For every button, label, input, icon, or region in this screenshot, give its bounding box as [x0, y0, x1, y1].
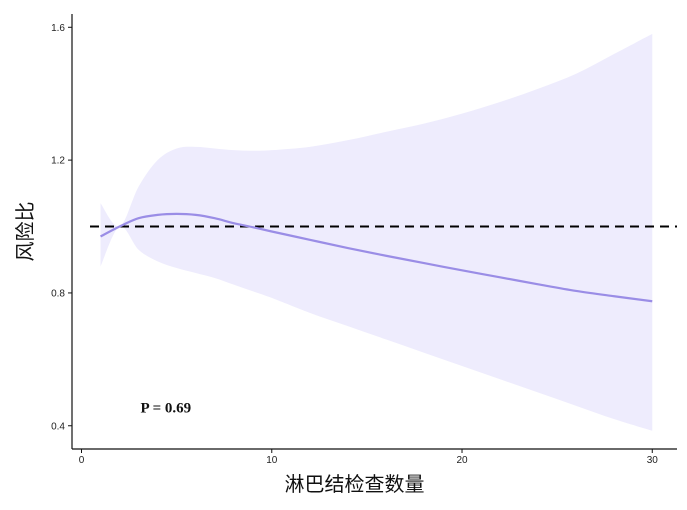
- x-axis-title: 淋巴结检查数量: [285, 472, 425, 496]
- p-value-annotation: P = 0.69: [140, 400, 191, 416]
- y-tick-label: 1.6: [51, 23, 65, 34]
- y-tick-label: 0.8: [51, 288, 65, 299]
- hazard-ratio-curve: [100, 212, 653, 303]
- x-tick-label: 20: [456, 455, 468, 466]
- confidence-band-layer: [100, 33, 653, 431]
- y-tick-label: 0.4: [51, 421, 65, 432]
- tick-layer: 0.4 0.8 1.2 1.6 0 10 20 30: [51, 23, 658, 466]
- series-line-layer: [100, 212, 653, 303]
- x-tick-label: 0: [79, 455, 85, 466]
- confidence-band: [100, 33, 653, 431]
- x-tick-label: 30: [647, 455, 659, 466]
- y-axis-title: 风险比: [13, 202, 37, 262]
- axes-layer: [71, 14, 677, 450]
- x-tick-label: 10: [266, 455, 278, 466]
- y-tick-label: 1.2: [51, 156, 65, 167]
